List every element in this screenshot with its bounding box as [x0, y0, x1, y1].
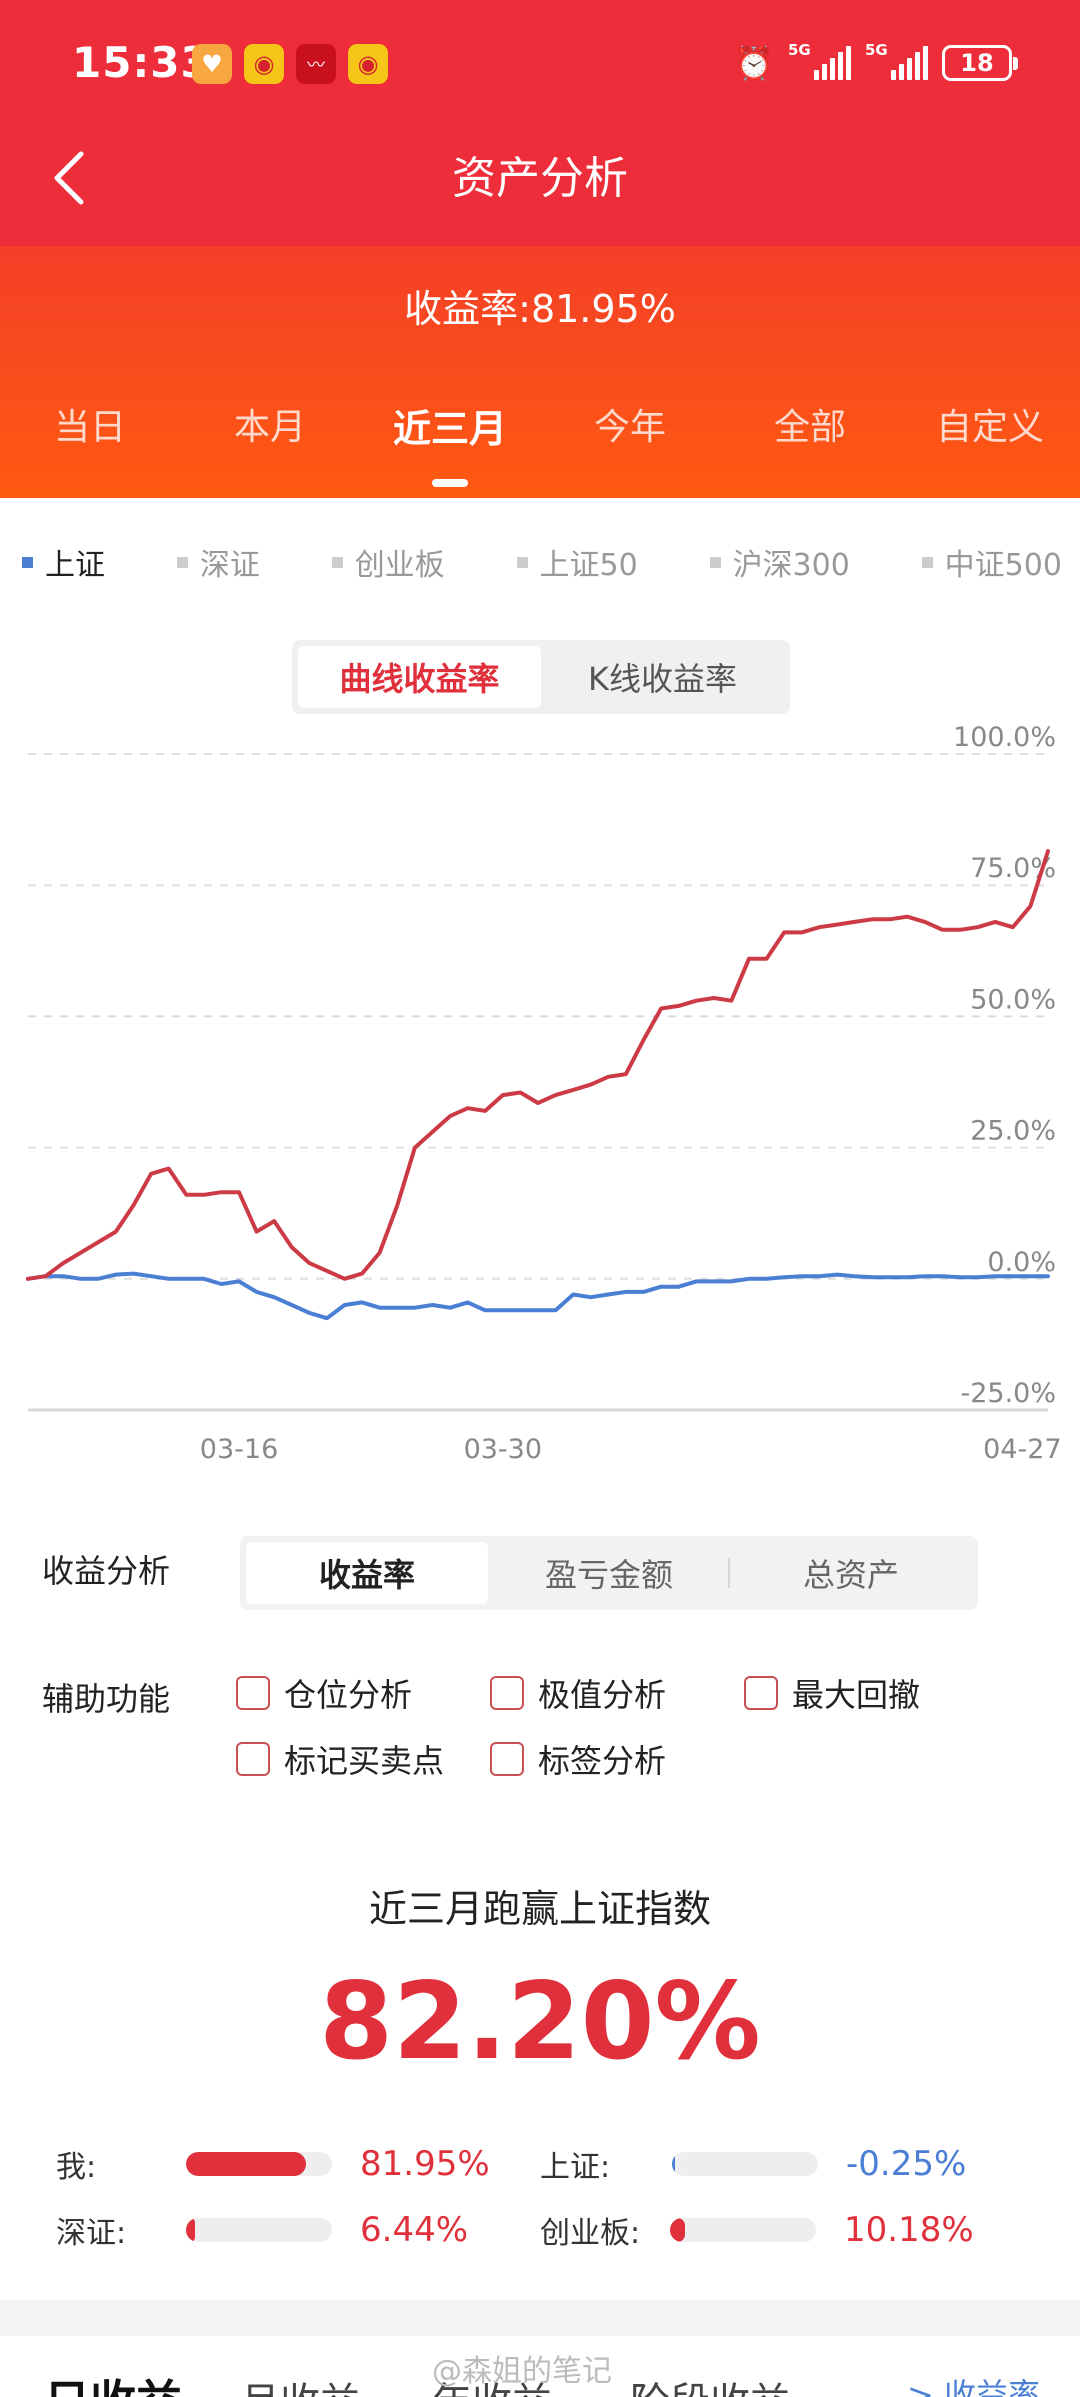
tab-yearly-return[interactable]: 年收益: [432, 2370, 552, 2397]
checkbox-icon: [744, 1676, 778, 1710]
segment-total-assets[interactable]: 总资产: [802, 1556, 899, 1594]
legend-dot: [709, 556, 721, 568]
status-indicators: ⏰ 5G 5G 18: [734, 42, 1018, 82]
legend-dot: [22, 556, 33, 568]
index-option-sse50[interactable]: 上证50: [516, 540, 638, 584]
y-tick-label: 25.0%: [970, 1116, 1056, 1147]
tab-custom[interactable]: 自定义: [935, 407, 1044, 448]
legend-dot: [921, 556, 933, 568]
checkbox-icon: [236, 1676, 270, 1710]
period-tabs: 当日 本月 近三月 今年 全部 自定义: [0, 398, 1080, 487]
legend-dot: [176, 556, 188, 568]
compare-row-chinext: 创业板: 10.18%: [540, 2210, 974, 2251]
y-tick-label: 100.0%: [953, 722, 1056, 753]
segment-profit-amount[interactable]: 盈亏金额: [544, 1556, 673, 1594]
watermark: @森姐的笔记: [432, 2354, 612, 2389]
legend-dot: [331, 556, 343, 568]
checkbox-tag-analysis[interactable]: 标签分析: [490, 1736, 666, 1782]
compare-bar: [186, 2218, 196, 2242]
signal-icon: 5G: [865, 42, 928, 80]
analysis-label: 收益分析: [42, 1552, 171, 1590]
checkbox-icon: [490, 1742, 524, 1776]
tab-today[interactable]: 当日: [53, 407, 126, 448]
segment-return-rate[interactable]: 收益率: [246, 1542, 488, 1604]
index-option-shenzhen[interactable]: 深证: [176, 540, 260, 584]
tab-this-year[interactable]: 今年: [593, 407, 666, 448]
alarm-icon: ⏰: [734, 44, 774, 82]
back-button[interactable]: [40, 140, 96, 216]
bottom-tabs: 日收益 月收益 年收益 阶段收益: [0, 2336, 1080, 2397]
return-rate: 收益率:81.95%: [404, 287, 676, 331]
weibo-icon: ◉: [348, 44, 388, 84]
index-option-csi500[interactable]: 中证500: [921, 540, 1062, 584]
compare-row-shanghai: 上证: -0.25%: [540, 2144, 967, 2185]
kline-return-toggle[interactable]: K线收益率: [588, 660, 737, 698]
signal-icon: 5G: [788, 42, 851, 80]
more-link[interactable]: > 收益率: [907, 2376, 1040, 2397]
heart-app-icon: ♥: [192, 44, 232, 84]
x-tick-label: 04-27: [983, 1434, 1061, 1465]
checkbox-extreme-analysis[interactable]: 极值分析: [490, 1670, 666, 1716]
summary-band: [0, 246, 1080, 498]
tab-last-three-months[interactable]: 近三月: [360, 398, 540, 487]
page-title: 资产分析: [452, 153, 628, 204]
compare-bar: [186, 2152, 306, 2176]
chart-type-switch: 曲线收益率 K线收益率: [292, 640, 790, 714]
x-tick-label: 03-16: [200, 1434, 278, 1465]
tab-stage-return[interactable]: 阶段收益: [630, 2370, 790, 2397]
status-app-icons: ♥ ◉ 〰 ◉: [192, 44, 388, 84]
checkbox-mark-trades[interactable]: 标记买卖点: [236, 1736, 444, 1782]
beat-index-title: 近三月跑赢上证指数: [368, 1887, 711, 1931]
weibo-icon: ◉: [244, 44, 284, 84]
return-chart[interactable]: 100.0%75.0%50.0%25.0%0.0%-25.0%03-16 03-3…: [0, 720, 1080, 1480]
series-line: [26, 849, 1050, 1281]
segment-divider: [728, 1558, 730, 1588]
legend-dot: [516, 556, 528, 568]
chevron-left-icon: [54, 151, 84, 205]
checkbox-icon: [490, 1676, 524, 1710]
y-tick-label: -25.0%: [960, 1378, 1056, 1409]
compare-row-mine: 我: 81.95%: [56, 2144, 490, 2185]
index-selector: 上证 深证 创业板 上证50 沪深300 中证500: [22, 540, 1062, 584]
index-option-shanghai[interactable]: 上证: [22, 540, 105, 584]
index-option-csi300[interactable]: 沪深300: [709, 540, 850, 584]
checkbox-position-analysis[interactable]: 仓位分析: [236, 1670, 412, 1716]
x-tick-label: 03-30: [464, 1434, 542, 1465]
header-bar: 15:33 ♥ ◉ 〰 ◉ ⏰ 5G 5G 18 资产分析: [0, 0, 1080, 246]
series-line: [26, 1271, 1050, 1321]
tab-all[interactable]: 全部: [773, 407, 846, 448]
index-option-chinext[interactable]: 创业板: [331, 540, 445, 584]
tab-monthly-return[interactable]: 月收益: [240, 2370, 360, 2397]
section-divider: [0, 2300, 1080, 2336]
beat-index-value: 82.20%: [319, 1960, 761, 2083]
compare-bar: [672, 2152, 675, 2176]
status-time: 15:33: [72, 38, 211, 87]
compare-bar: [670, 2218, 685, 2242]
checkbox-max-drawdown[interactable]: 最大回撤: [744, 1670, 920, 1716]
battery-icon: 18: [942, 45, 1018, 81]
curve-return-toggle[interactable]: 曲线收益率: [298, 646, 541, 708]
stock-app-icon: 〰: [296, 44, 336, 84]
analysis-segmented-control: 收益率 盈亏金额 总资产: [240, 1536, 978, 1610]
y-tick-label: 50.0%: [970, 984, 1056, 1015]
tab-this-month[interactable]: 本月: [233, 407, 306, 448]
compare-row-shenzhen: 深证: 6.44%: [56, 2210, 469, 2251]
checkbox-icon: [236, 1742, 270, 1776]
y-tick-label: 0.0%: [987, 1247, 1056, 1278]
aux-label: 辅助功能: [42, 1680, 171, 1718]
tab-daily-return[interactable]: 日收益: [44, 2366, 182, 2397]
